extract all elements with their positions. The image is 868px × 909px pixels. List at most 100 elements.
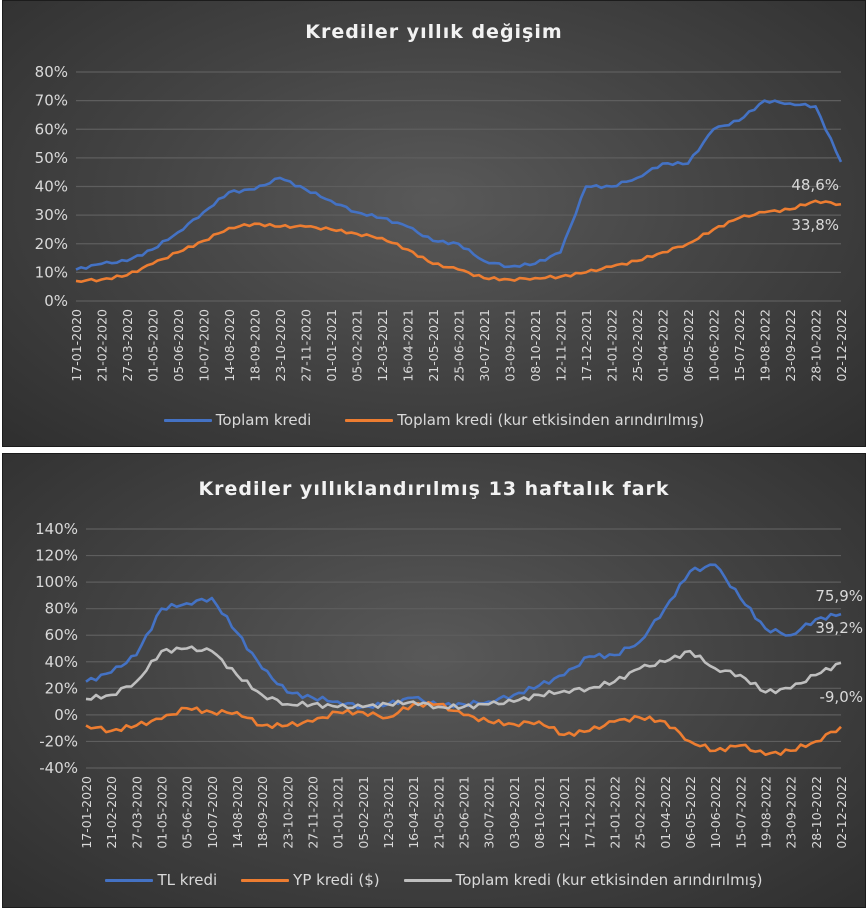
x-tick-label: 25-02-2022: [633, 776, 648, 849]
legend-swatch-blue: [105, 878, 154, 882]
x-tick-label: 17-01-2020: [79, 776, 94, 849]
x-tick-label: 05-02-2021: [356, 776, 371, 849]
legend-label: Toplam kredi (kur etkisinden arındırılmı…: [397, 411, 705, 429]
x-tick-label: 10-06-2022: [707, 309, 722, 382]
y-tick-label: 60%: [45, 626, 78, 644]
y-tick-label: 140%: [35, 520, 78, 538]
x-tick-label: 21-02-2020: [95, 309, 110, 382]
x-tick-label: 01-04-2022: [658, 776, 673, 849]
legend-swatch-orange: [345, 418, 394, 422]
y-tick-label: 60%: [35, 120, 68, 138]
y-tick-label: -40%: [39, 759, 78, 777]
x-tick-label: 06-05-2022: [683, 776, 698, 849]
y-tick-label: 80%: [45, 600, 78, 618]
x-tick-label: 01-01-2021: [331, 776, 346, 849]
y-tick-label: -20%: [39, 732, 78, 750]
data-label: 33,8%: [791, 216, 839, 234]
x-tick-label: 30-07-2021: [477, 309, 492, 382]
x-tick-label: 21-01-2022: [605, 309, 620, 382]
x-tick-label: 19-08-2022: [758, 309, 773, 382]
legend-item-toplam-kredi-kur-etkisiz: Toplam kredi (kur etkisinden arındırılmı…: [403, 871, 763, 889]
y-tick-label: 20%: [35, 235, 68, 253]
y-tick-label: 50%: [35, 149, 68, 167]
y-tick-label: 100%: [35, 573, 78, 591]
legend-label: YP kredi ($): [293, 871, 380, 889]
y-tick-label: 80%: [35, 63, 68, 81]
x-tick-label: 14-08-2020: [230, 776, 245, 849]
legend-label: Toplam kredi (kur etkisinden arındırılmı…: [455, 871, 763, 889]
x-tick-label: 21-05-2021: [426, 309, 441, 382]
legend-swatch-blue: [163, 418, 212, 422]
chart-panel-13-week-annualized: Krediler yıllıklandırılmış 13 haftalık f…: [2, 453, 866, 908]
x-tick-label: 12-11-2021: [554, 309, 569, 382]
series-line: [85, 700, 842, 757]
x-tick-label: 19-08-2022: [759, 776, 774, 849]
x-tick-label: 01-04-2022: [656, 309, 671, 382]
y-tick-label: 30%: [35, 206, 68, 224]
x-tick-label: 10-07-2020: [205, 776, 220, 849]
x-tick-label: 17-01-2020: [69, 309, 84, 382]
x-tick-label: 10-07-2020: [197, 309, 212, 382]
legend-item-toplam-kredi-kur-etkisiz: Toplam kredi (kur etkisinden arındırılmı…: [345, 411, 704, 429]
x-tick-label: 27-03-2020: [129, 776, 144, 849]
x-tick-label: 23-09-2022: [784, 776, 799, 849]
legend-label: Toplam kredi: [215, 411, 312, 429]
x-tick-label: 01-01-2021: [324, 309, 339, 382]
data-label: 39,2%: [815, 619, 863, 637]
x-tick-label: 21-05-2021: [431, 776, 446, 849]
x-tick-label: 05-02-2021: [350, 309, 365, 382]
chart-legend: TL kredi YP kredi ($) Toplam kredi (kur …: [3, 871, 865, 889]
x-tick-label: 25-06-2021: [452, 309, 467, 382]
y-tick-label: 40%: [35, 178, 68, 196]
data-label: 48,6%: [791, 176, 839, 194]
data-label: 75,9%: [815, 587, 863, 605]
legend-swatch-gray: [403, 878, 452, 882]
x-tick-label: 18-09-2020: [248, 309, 263, 382]
x-tick-label: 18-09-2020: [255, 776, 270, 849]
x-tick-label: 03-09-2021: [507, 776, 522, 849]
series-line: [85, 563, 842, 710]
x-tick-label: 21-02-2020: [104, 776, 119, 849]
series-line: [75, 99, 843, 271]
x-tick-label: 10-06-2022: [708, 776, 723, 849]
x-tick-label: 23-09-2022: [783, 309, 798, 382]
series-line: [75, 199, 842, 284]
x-tick-label: 23-10-2020: [280, 776, 295, 849]
data-label: -9,0%: [819, 688, 863, 706]
x-tick-label: 15-07-2022: [732, 309, 747, 382]
y-tick-label: 20%: [45, 679, 78, 697]
x-tick-label: 25-06-2021: [457, 776, 472, 849]
y-tick-label: 10%: [35, 263, 68, 281]
chart-title: Krediler yıllık değişim: [305, 21, 563, 43]
x-tick-label: 27-11-2020: [306, 776, 321, 849]
x-tick-label: 17-12-2021: [582, 776, 597, 849]
x-tick-label: 05-06-2020: [171, 309, 186, 382]
x-tick-label: 01-05-2020: [146, 309, 161, 382]
y-tick-label: 0%: [54, 706, 78, 724]
x-tick-label: 25-02-2022: [630, 309, 645, 382]
x-tick-label: 12-11-2021: [557, 776, 572, 849]
y-tick-label: 120%: [35, 547, 78, 565]
x-tick-label: 16-04-2021: [406, 776, 421, 849]
x-tick-label: 15-07-2022: [733, 776, 748, 849]
y-tick-label: 0%: [44, 292, 68, 310]
legend-item-toplam-kredi: Toplam kredi: [163, 411, 312, 429]
x-tick-label: 06-05-2022: [681, 309, 696, 382]
x-tick-label: 08-10-2021: [528, 309, 543, 382]
x-tick-label: 28-10-2022: [809, 776, 824, 849]
chart-title: Krediler yıllıklandırılmış 13 haftalık f…: [198, 478, 670, 500]
x-tick-label: 05-06-2020: [180, 776, 195, 849]
series-line: [85, 645, 842, 710]
x-tick-label: 21-01-2022: [608, 776, 623, 849]
x-tick-label: 02-12-2022: [834, 776, 849, 849]
x-tick-label: 01-05-2020: [155, 776, 170, 849]
x-tick-label: 02-12-2022: [834, 309, 849, 382]
y-tick-label: 40%: [45, 653, 78, 671]
x-tick-label: 14-08-2020: [222, 309, 237, 382]
line-chart-13-week: -40% -20% 0% 20% 40% 60% 80% 100% 120% 140% 17-01-…: [35, 520, 863, 849]
line-chart-yearly-change: 0% 10% 20% 30% 40% 50% 60% 70% 80% 17-01-2020 21-0…: [35, 63, 849, 382]
y-tick-label: 70%: [35, 92, 68, 110]
legend-item-tl-kredi: TL kredi: [105, 871, 217, 889]
x-tick-label: 12-03-2021: [375, 309, 390, 382]
legend-item-yp-kredi: YP kredi ($): [241, 871, 380, 889]
